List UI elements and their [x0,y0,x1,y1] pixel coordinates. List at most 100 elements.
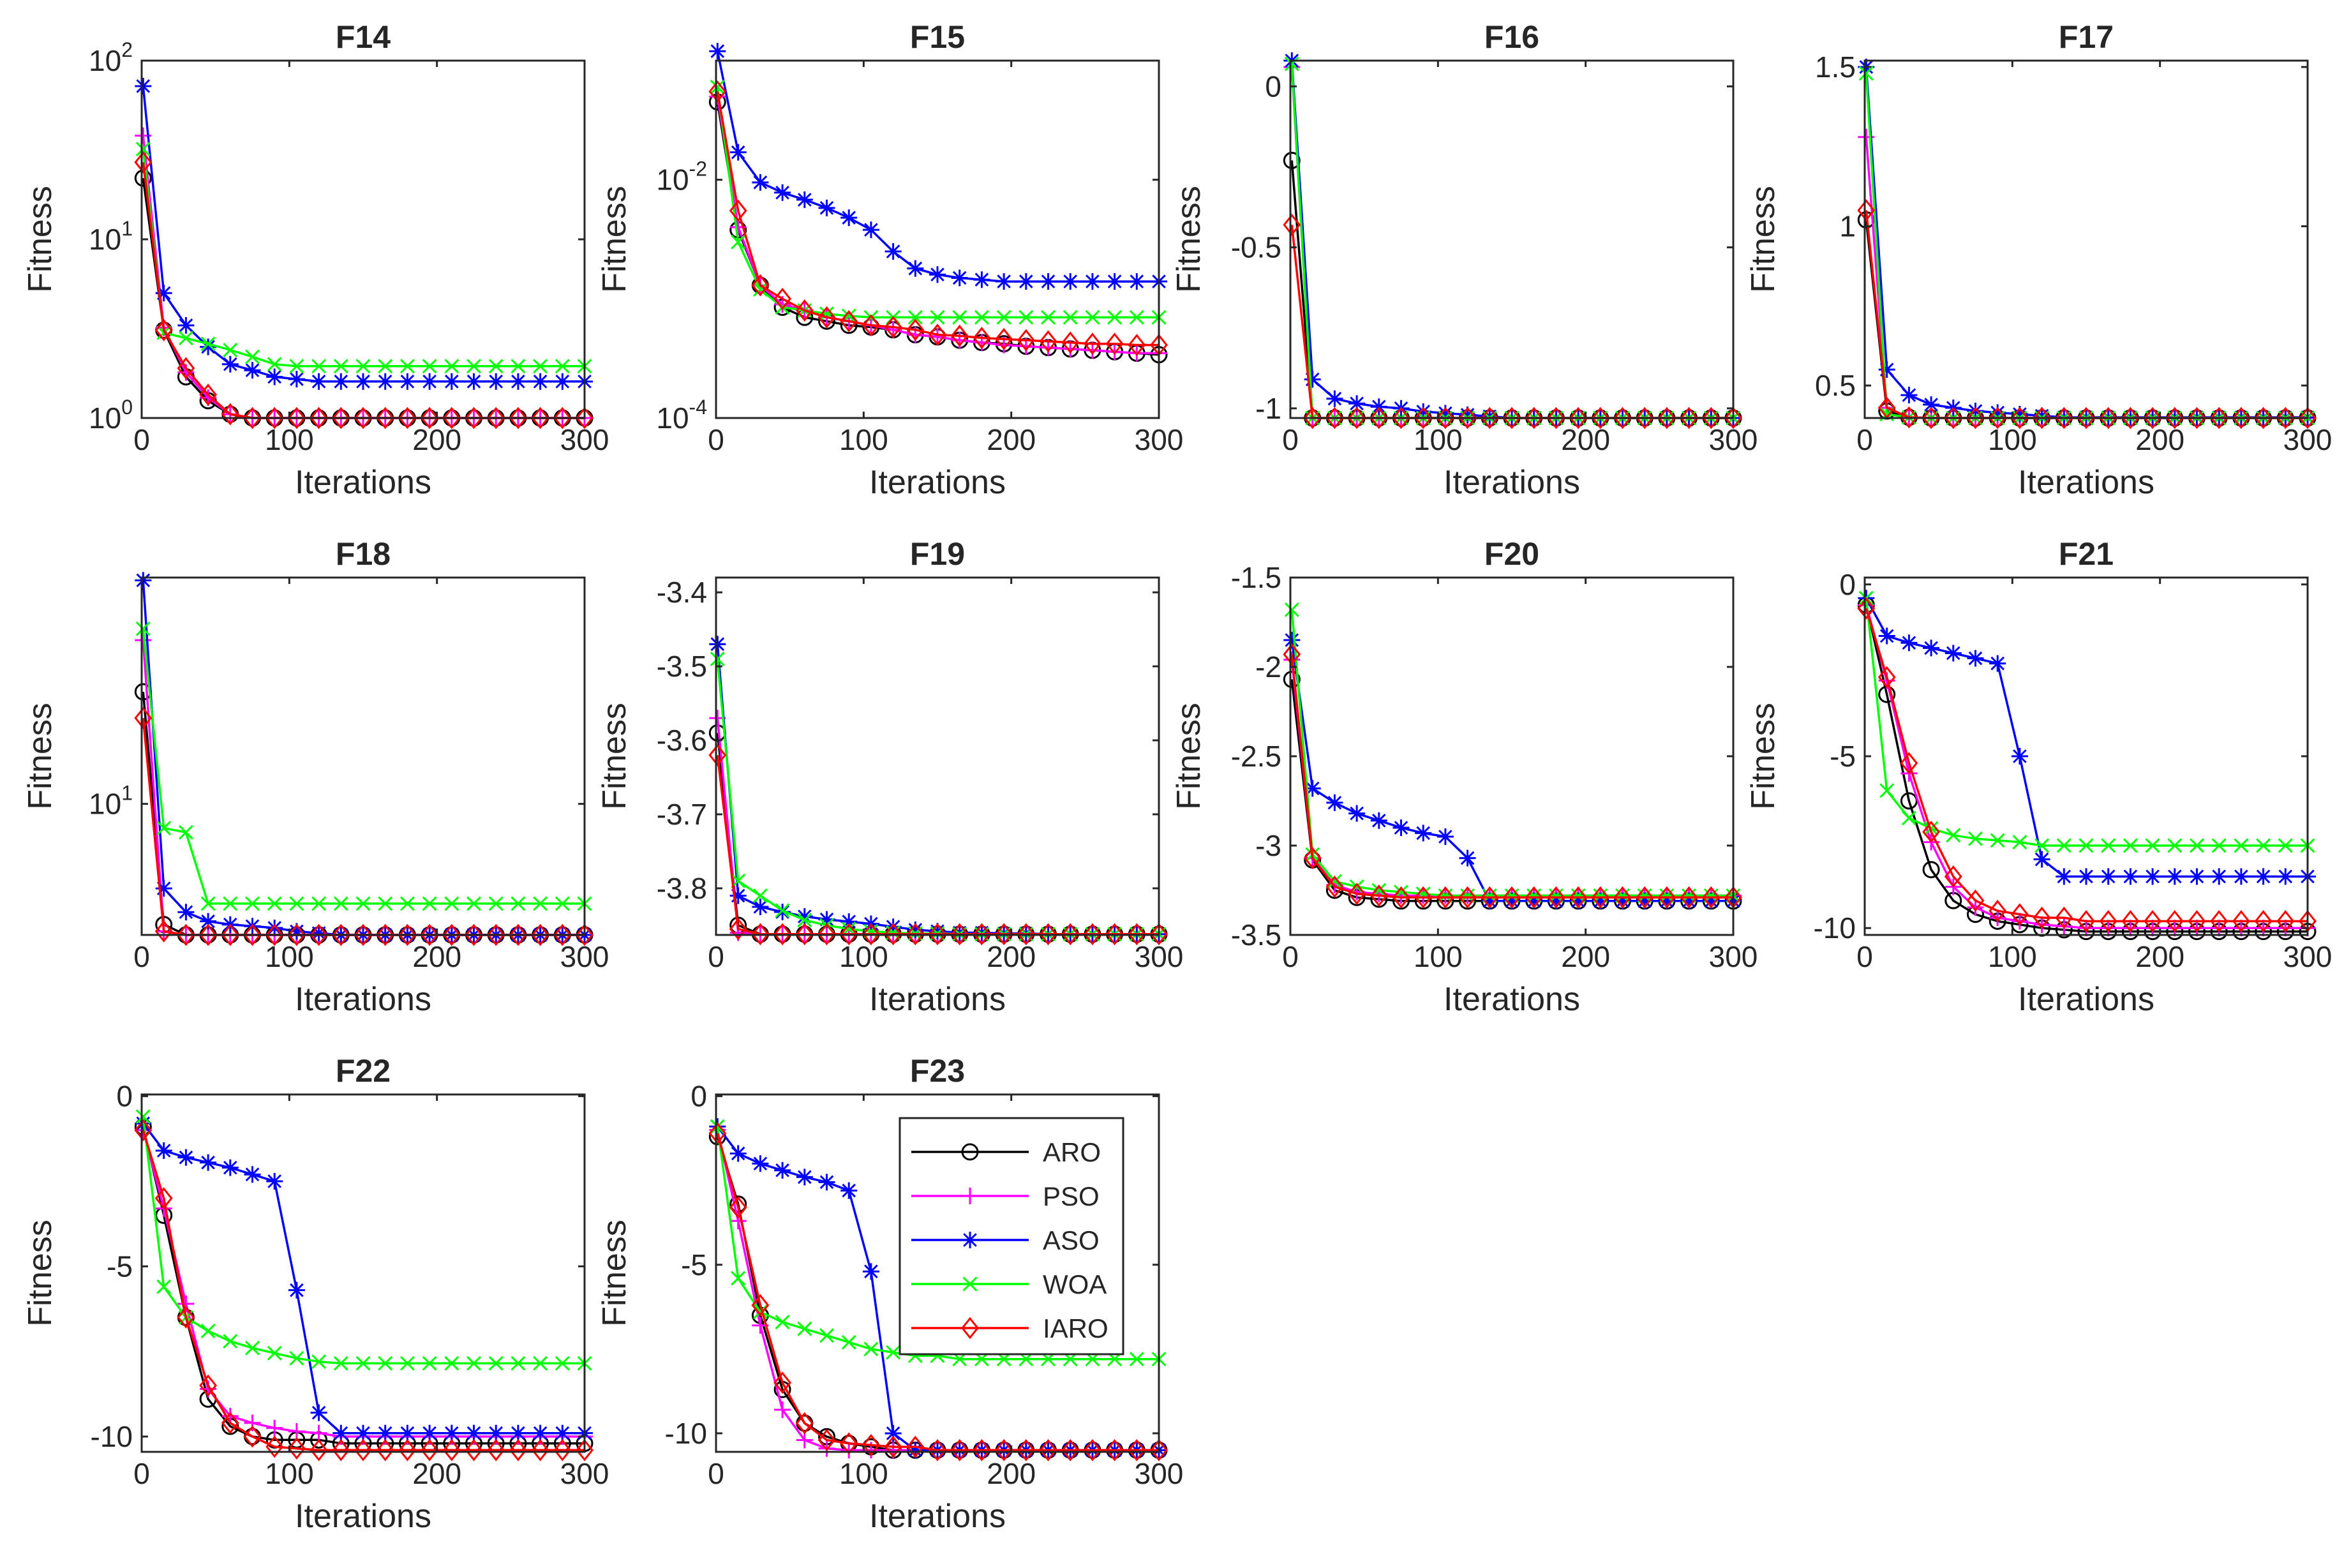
data-point-woa [200,1324,216,1339]
data-point-aso [1348,805,1366,822]
data-point-iaro [421,923,439,946]
data-point-woa [511,359,526,374]
data-point-aso [2255,868,2272,885]
data-point-iaro [421,407,439,429]
data-point-woa [841,1334,856,1350]
data-point-woa [511,1355,526,1371]
chart-title: F16 [1484,19,1539,55]
x-axis-label: Iterations [2018,981,2154,1018]
y-tick-label: -1.5 [1231,561,1281,594]
data-point-iaro [1303,407,1322,429]
data-point-iaro [1922,821,1941,843]
data-point-iaro [2188,910,2206,932]
data-point-woa [2012,835,2027,850]
data-point-aso [288,371,305,388]
data-point-iaro [2010,407,2029,429]
data-point-iaro [487,407,505,429]
data-point-woa [444,1355,459,1371]
chart-title: F21 [2059,536,2114,572]
data-point-iaro [1591,886,1609,909]
data-point-iaro [154,920,173,943]
legend-marker-aro [961,1143,979,1161]
data-point-iaro [509,1438,527,1461]
legend-label: IARO [1043,1313,1108,1343]
data-point-woa [488,359,504,374]
x-tick-label: 100 [839,940,888,973]
data-point-iaro [1061,923,1080,946]
data-point-aso [200,1154,217,1171]
data-point-iaro [2276,910,2295,932]
x-tick-label: 0 [708,940,724,973]
data-point-iaro [354,407,372,429]
data-point-iaro [398,923,417,946]
data-point-woa [533,896,548,911]
data-point-iaro [1458,886,1477,909]
data-point-iaro [950,923,969,946]
data-point-pso [840,1442,858,1459]
data-point-iaro [1503,407,1521,429]
data-point-aso [2166,868,2183,885]
data-point-iaro [487,1438,505,1461]
data-point-pso [2255,920,2272,937]
data-point-woa [996,310,1011,325]
data-point-aso [2144,868,2161,885]
data-point-iaro [973,327,991,349]
x-tick-label: 0 [1856,940,1873,973]
data-point-woa [819,1328,834,1343]
data-point-woa [752,282,768,297]
data-point-aso [310,373,327,390]
data-point-woa [710,652,725,666]
data-point-iaro [2077,910,2095,932]
y-axis-label: Fitness [596,1220,633,1327]
data-point-aso [1370,398,1387,415]
data-point-iaro [884,1435,902,1458]
chart-title: F18 [336,536,391,572]
legend-marker-pso [962,1188,978,1204]
data-point-aso [532,373,549,390]
data-point-iaro [973,923,991,946]
y-tick-label: -3.4 [657,576,707,609]
x-axis-label: Iterations [1444,981,1580,1018]
y-axis-label: Fitness [22,703,59,810]
y-tick-label: -0.5 [1231,231,1281,264]
data-point-iaro [531,923,549,946]
data-point-iaro [1613,886,1632,909]
data-point-aso [1437,828,1454,845]
data-point-iaro [465,923,483,946]
data-point-woa [2145,838,2160,853]
data-point-iaro [1414,886,1433,909]
data-point-aso [1017,273,1034,290]
axes-frame [715,576,1160,936]
data-point-woa [311,359,327,374]
data-point-iaro [1061,1438,1080,1461]
data-point-iaro [199,1374,218,1397]
data-point-iaro [398,1438,417,1461]
x-tick-label: 200 [412,1457,461,1490]
data-point-iaro [287,1437,306,1460]
data-point-aso [2277,868,2294,885]
data-point-iaro [1547,886,1565,909]
data-point-iaro [2055,906,2073,929]
x-tick-label: 0 [133,940,150,973]
data-point-woa [200,336,216,352]
data-point-aso [1967,650,1984,667]
data-point-aro [1900,792,1918,810]
data-point-woa [135,1109,151,1124]
data-point-aso [399,373,416,390]
y-tick-label: -3.8 [657,872,707,905]
data-point-woa [488,896,504,911]
data-point-iaro [795,299,814,322]
data-point-woa [1879,783,1895,798]
x-tick-label: 100 [839,423,888,456]
data-point-woa [1041,310,1056,325]
data-point-iaro [2232,407,2250,429]
data-point-iaro [332,1438,350,1461]
data-point-woa [333,1355,348,1371]
data-point-aro [1283,151,1301,169]
data-point-iaro [243,1425,262,1448]
data-point-iaro [1569,886,1588,909]
data-point-iaro [1857,597,1876,620]
data-point-iaro [884,923,902,946]
y-tick-label: -3.7 [657,798,707,831]
x-tick-label: 200 [1561,423,1610,456]
